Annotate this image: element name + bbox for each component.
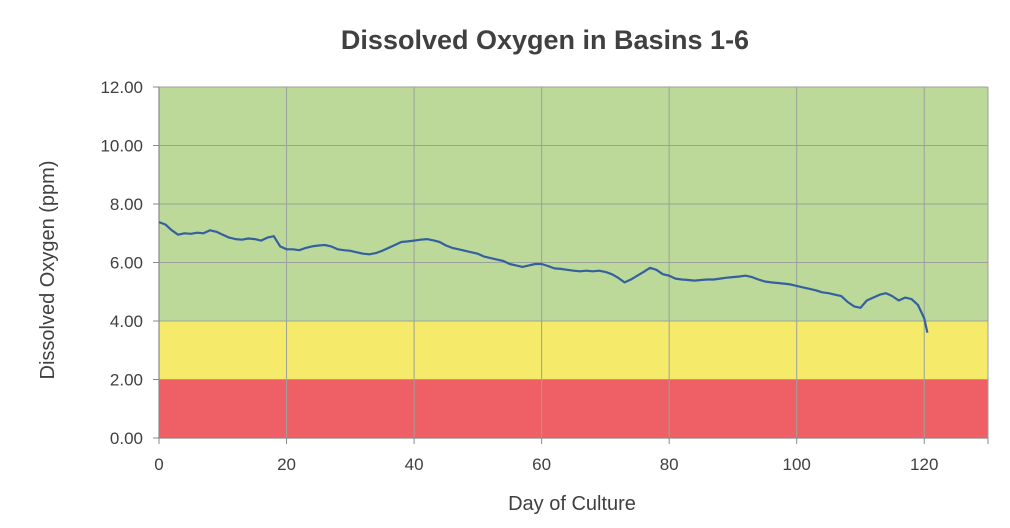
series-line-0 <box>158 221 929 333</box>
x-tick-labels: 0 20 40 60 80 100 120 <box>154 455 938 474</box>
x-tick-label: 60 <box>532 455 551 474</box>
x-axis-title: Day of Culture <box>508 493 636 515</box>
band-0 <box>159 379 988 438</box>
y-tick-label: 2.00 <box>110 371 143 390</box>
y-tick-label: 0.00 <box>110 429 143 448</box>
x-tick-label: 0 <box>154 455 163 474</box>
axes <box>153 86 989 444</box>
y-tick-labels: 0.00 2.00 4.00 6.00 8.00 10.00 12.00 <box>100 78 143 448</box>
data-line-layer <box>158 221 929 333</box>
y-axis-title: Dissolved Oxygen (ppm) <box>37 161 59 380</box>
x-tick-label: 40 <box>405 455 424 474</box>
band-1 <box>159 321 988 380</box>
y-tick-label: 8.00 <box>110 195 143 214</box>
y-tick-label: 4.00 <box>110 312 143 331</box>
chart-title: Dissolved Oxygen in Basins 1-6 <box>341 25 749 55</box>
x-tick-label: 20 <box>277 455 296 474</box>
x-tick-label: 80 <box>660 455 679 474</box>
y-tick-label: 10.00 <box>100 137 143 156</box>
y-tick-label: 12.00 <box>100 78 143 97</box>
grid-lines <box>159 86 989 438</box>
y-tick-label: 6.00 <box>110 254 143 273</box>
x-tick-label: 100 <box>783 455 811 474</box>
x-tick-label: 120 <box>910 455 938 474</box>
